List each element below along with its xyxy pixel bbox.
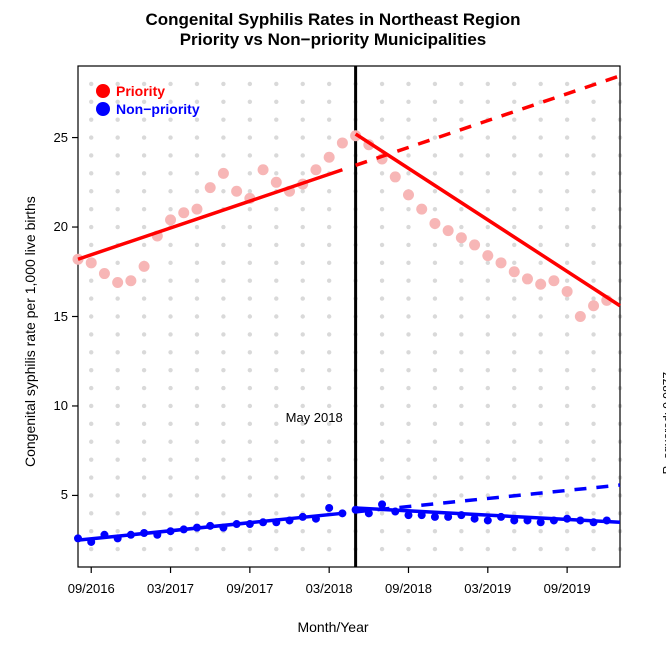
legend-label: Priority	[116, 82, 165, 100]
y-tick-label: 20	[54, 219, 68, 234]
legend-dot-icon	[96, 102, 110, 116]
x-tick-label: 09/2016	[61, 581, 121, 596]
r-squared-label: R−squared: 0.9877	[660, 372, 666, 474]
x-tick-label: 09/2018	[378, 581, 438, 596]
legend-item: Non−priority	[96, 100, 200, 118]
legend-label: Non−priority	[116, 100, 200, 118]
intervention-label: May 2018	[286, 410, 343, 425]
y-axis-label: Congenital syphilis rate per 1,000 live …	[22, 196, 38, 467]
x-tick-label: 09/2019	[537, 581, 597, 596]
y-tick-label: 10	[54, 398, 68, 413]
y-tick-label: 15	[54, 309, 68, 324]
y-tick-label: 25	[54, 130, 68, 145]
x-tick-label: 09/2017	[220, 581, 280, 596]
chart-title-line1: Congenital Syphilis Rates in Northeast R…	[0, 10, 666, 30]
x-axis-label: Month/Year	[0, 619, 666, 635]
x-tick-label: 03/2018	[299, 581, 359, 596]
legend: PriorityNon−priority	[96, 82, 200, 118]
x-tick-label: 03/2017	[141, 581, 201, 596]
legend-dot-icon	[96, 84, 110, 98]
legend-item: Priority	[96, 82, 200, 100]
chart-title-line2: Priority vs Non−priority Municipalities	[0, 30, 666, 50]
chart-container: Congenital Syphilis Rates in Northeast R…	[0, 0, 666, 647]
x-tick-label: 03/2019	[458, 581, 518, 596]
y-tick-label: 5	[61, 487, 68, 502]
